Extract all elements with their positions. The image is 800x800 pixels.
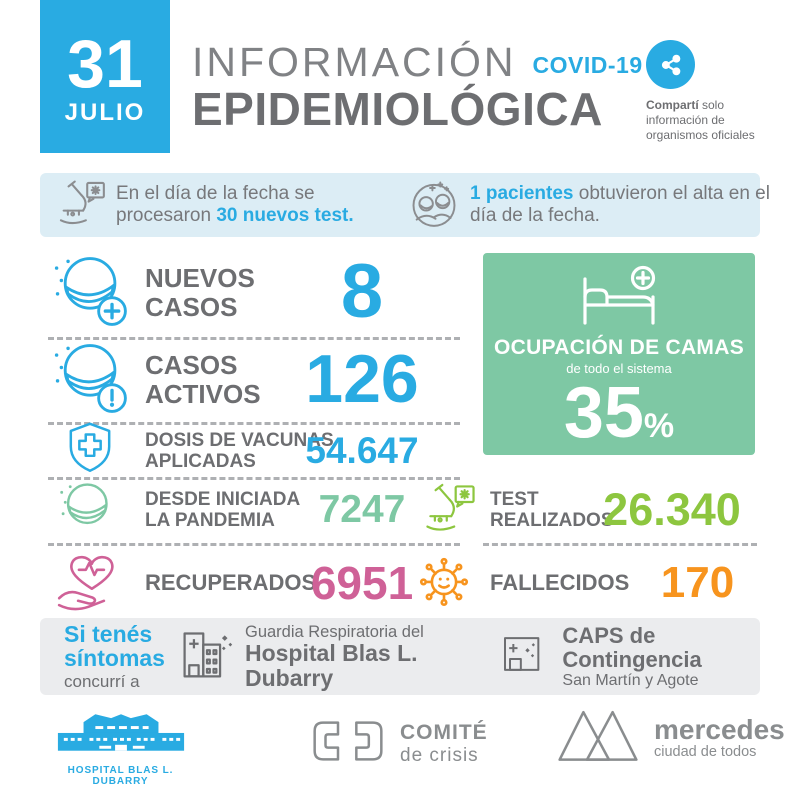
microscope-icon [54,176,108,235]
hospital-logo-label: HOSPITAL BLAS L. DUBARRY [67,765,174,787]
stat-label: ACTIVOS [145,379,261,409]
stat-label: CASOS [145,350,238,380]
stat-label: TEST [490,489,539,510]
daily-tests-item: En el día de la fecha se procesaron 30 n… [54,176,368,235]
stat-vaccine-doses: DOSIS DE VACUNAS APLICADAS [64,421,334,480]
page-title: INFORMACIÓN COVID-19 EPIDEMIOLÓGICA [192,40,643,134]
masked-patients-icon [408,177,460,234]
stat-vaccine-doses-value: 54.647 [305,430,419,471]
separator [48,477,460,480]
share-caption: Compartí solo información de organismos … [646,98,755,142]
place-guardia: Guardia Respiratoria del Hospital Blas L… [244,622,424,691]
comite-de-crisis-logo [308,716,388,771]
mercedes-logo: mercedes ciudad de todos [556,704,785,771]
comite-text: COMITÉ de crisis [400,720,488,766]
hospital-building-icon [179,625,235,688]
stat-since-pandemic-value: 7247 [318,488,406,531]
stat-label: APLICADAS [145,450,256,472]
stat-label: NUEVOS [145,263,255,293]
stat-label: FALLECIDOS [490,570,630,595]
stat-active-cases-value: 126 [305,341,419,417]
stat-label: DOSIS DE VACUNAS [145,429,334,451]
date-badge: 31 JULIO [40,0,170,153]
masked-person-alert-icon [48,337,134,424]
mercedes-m-logo [556,704,640,771]
bed-occupancy-value: 35% [563,373,675,453]
stat-label: REALIZADOS [490,510,614,531]
daily-discharges-item: 1 pacientes obtuvieron el alta en el día… [408,177,782,234]
hospital-bed-icon [483,265,755,332]
hospital-silhouette-logo [52,714,190,760]
comite-logo: COMITÉ de crisis [308,716,488,771]
separator [483,543,757,546]
shield-cross-icon [64,421,116,480]
stat-tests-total: TEST REALIZADOS [420,478,614,542]
symptoms-band: Si tenés síntomas concurrí a Guardia Res… [40,618,760,695]
stat-label: RECUPERADOS [145,570,317,595]
separator [48,337,460,340]
stat-since-pandemic: DESDE INICIADA LA PANDEMIA [56,480,300,540]
stat-label: CASOS [145,292,238,322]
share-icon [646,40,695,89]
title-line1: INFORMACIÓN [192,39,517,85]
virus-icon [416,553,472,614]
share-note: Compartí solo información de organismos … [646,40,770,143]
stat-label: DESDE INICIADA [145,489,301,510]
stat-new-cases-value: 8 [340,249,384,334]
daily-tests-text: En el día de la fecha se procesaron 30 n… [116,183,354,226]
stat-deceased-value: 170 [660,558,735,607]
stat-new-cases: NUEVOS CASOS [48,250,255,336]
daily-discharges-text: 1 pacientes obtuvieron el alta en el día… [470,183,770,226]
place-caps: CAPS de Contingencia San Martín y Agote [562,622,702,689]
stat-deceased: FALLECIDOS [416,552,629,614]
stat-tests-total-value: 26.340 [603,484,741,535]
daily-banner: En el día de la fecha se procesaron 30 n… [40,173,770,237]
stat-active-cases: CASOS ACTIVOS [48,338,261,422]
stat-label: LA PANDEMIA [145,510,275,531]
microscope-icon [420,480,478,541]
hospital-logo: HOSPITAL BLAS L. DUBARRY [48,706,193,787]
bed-occupancy-subtitle: de todo el sistema [566,361,672,376]
title-covid-label: COVID-19 [532,52,643,78]
date-month: JULIO [64,99,146,126]
masked-person-plus-icon [48,250,134,337]
bed-occupancy-panel: OCUPACIÓN DE CAMAS de todo el sistema 35… [483,253,755,455]
bed-occupancy-title: OCUPACIÓN DE CAMAS [493,336,745,359]
stat-recovered-value: 6951 [310,557,414,609]
title-line2: EPIDEMIOLÓGICA [192,83,603,135]
date-day: 31 [67,26,143,102]
separator [48,422,460,425]
symptoms-headline: Si tenés síntomas concurrí a [64,620,165,691]
masked-person-icon [56,478,120,543]
mercedes-text: mercedes ciudad de todos [654,714,785,760]
stat-recovered: RECUPERADOS [48,552,316,614]
separator [48,543,460,546]
heart-in-hand-icon [48,550,134,617]
caps-building-icon [500,629,550,684]
